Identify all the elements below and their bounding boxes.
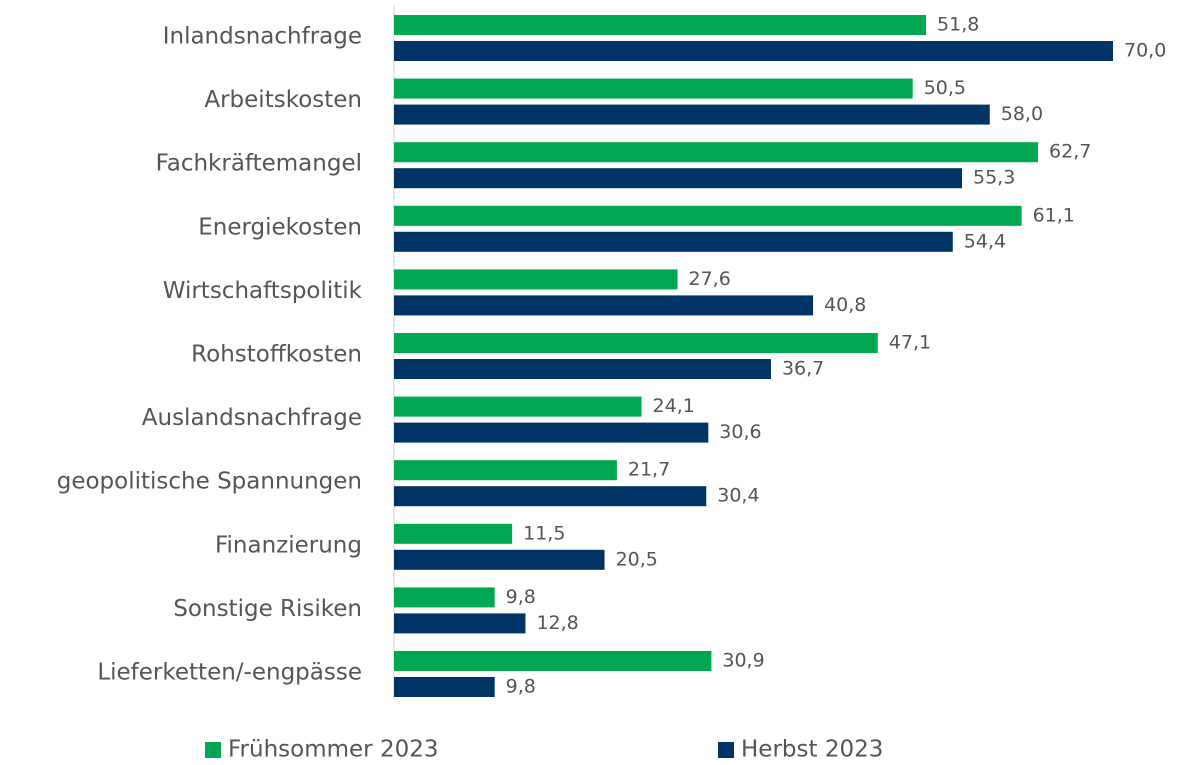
value-label: 20,5 — [616, 548, 658, 570]
value-label: 55,3 — [973, 167, 1015, 189]
value-label: 21,7 — [628, 459, 670, 481]
bar — [394, 295, 814, 316]
category-label: geopolitische Spannungen — [57, 469, 362, 495]
value-label: 47,1 — [889, 332, 931, 354]
bar — [394, 359, 771, 379]
value-label: 62,7 — [1049, 141, 1091, 163]
legend-swatch — [718, 742, 734, 758]
bar — [394, 104, 990, 125]
bar — [394, 269, 678, 290]
value-label: 36,7 — [782, 358, 824, 380]
bar — [394, 168, 963, 189]
category-label: Lieferketten/-engpässe — [97, 660, 362, 686]
bar — [394, 78, 913, 99]
category-label: Auslandsnachfrage — [142, 405, 362, 431]
value-label: 61,1 — [1033, 204, 1075, 226]
value-label: 51,8 — [937, 14, 979, 36]
value-label: 50,5 — [924, 77, 966, 99]
category-label: Arbeitskosten — [204, 87, 362, 113]
bar — [394, 613, 526, 634]
bar — [394, 523, 513, 544]
category-label: Energiekosten — [198, 214, 362, 240]
value-label: 30,6 — [719, 421, 761, 443]
bar — [394, 549, 605, 570]
value-label: 54,4 — [964, 230, 1006, 252]
bar — [394, 460, 617, 481]
value-label: 12,8 — [536, 612, 578, 634]
category-label: Finanzierung — [215, 532, 362, 558]
value-label: 30,4 — [717, 485, 759, 507]
bar — [394, 333, 878, 353]
bar — [394, 205, 1022, 226]
bar — [394, 587, 495, 608]
bar — [394, 231, 953, 252]
legend-swatch — [205, 742, 221, 758]
category-label: Fachkräftemangel — [156, 151, 362, 177]
value-label: 9,8 — [506, 676, 536, 698]
category-label: Sonstige Risiken — [173, 596, 362, 622]
value-label: 70,0 — [1124, 40, 1166, 62]
value-label: 58,0 — [1001, 103, 1043, 125]
value-label: 9,8 — [506, 586, 536, 608]
category-label: Inlandsnachfrage — [163, 24, 362, 50]
value-label: 27,6 — [688, 268, 730, 290]
bar — [394, 486, 707, 507]
value-label: 40,8 — [824, 294, 866, 316]
bar — [394, 41, 1113, 61]
bar — [394, 15, 927, 35]
category-label: Rohstoffkosten — [191, 342, 362, 368]
bar — [394, 422, 709, 443]
bar — [394, 142, 1039, 163]
value-label: 30,9 — [722, 650, 764, 672]
value-label: 11,5 — [523, 522, 565, 544]
bar — [394, 651, 712, 671]
bar — [394, 396, 642, 417]
legend-label: Frühsommer 2023 — [228, 737, 438, 763]
legend-label: Herbst 2023 — [741, 737, 883, 763]
bar — [394, 677, 495, 697]
value-label: 24,1 — [653, 395, 695, 417]
category-label: Wirtschaftspolitik — [163, 278, 363, 304]
